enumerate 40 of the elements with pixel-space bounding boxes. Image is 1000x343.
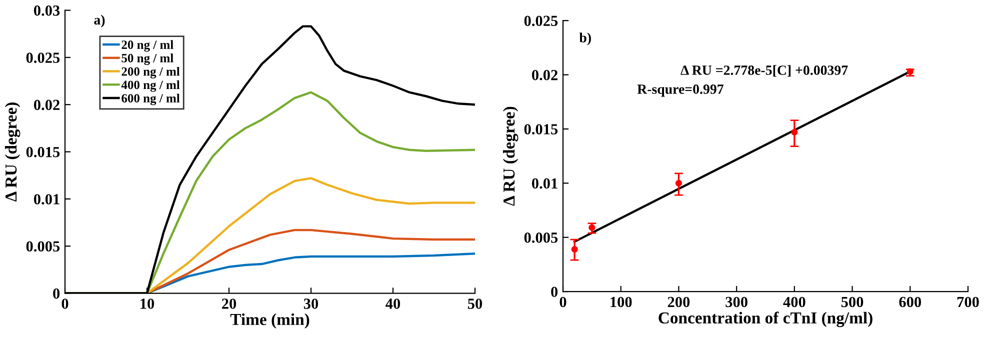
x-tick-label: 400 bbox=[783, 296, 806, 308]
y-tick-label: 0.015 bbox=[26, 146, 60, 158]
x-tick-label: 50 bbox=[468, 298, 482, 309]
y-tick-label: 0.025 bbox=[26, 52, 60, 63]
x-tick-label: 0 bbox=[62, 298, 68, 309]
y-tick-label: 0.005 bbox=[524, 232, 558, 243]
x-tick-label: 40 bbox=[386, 298, 400, 309]
x-tick-label: 600 bbox=[899, 296, 922, 308]
y-tick-label: 0.005 bbox=[26, 241, 60, 252]
x-tick-label: 500 bbox=[841, 296, 864, 308]
y-tick-label: 0 bbox=[551, 286, 558, 297]
x-tick-label: 200 bbox=[668, 296, 690, 308]
y-tick-label: 0.02 bbox=[34, 100, 60, 110]
x-axis-title: Time (min) bbox=[230, 313, 310, 328]
y-axis-title: Δ RU (degree) bbox=[4, 102, 20, 202]
y-tick-label: 0.02 bbox=[532, 70, 558, 80]
x-tick-label: 700 bbox=[957, 296, 979, 308]
x-tick-label: 0 bbox=[560, 296, 566, 308]
legend-label: 20 ng / ml bbox=[122, 40, 174, 52]
x-tick-label: 300 bbox=[726, 296, 748, 308]
x-tick-label: 30 bbox=[304, 298, 318, 309]
y-tick-label: 0.01 bbox=[532, 178, 558, 189]
annotation: b) bbox=[579, 32, 591, 46]
annotation: a) bbox=[94, 14, 105, 28]
x-tick-label: 10 bbox=[140, 298, 154, 309]
x-tick-label: 100 bbox=[610, 296, 632, 308]
legend-label: 400 ng / ml bbox=[121, 80, 180, 92]
legend-label: 50 ng / ml bbox=[122, 54, 174, 65]
legend-label: 200 ng / ml bbox=[122, 66, 180, 78]
y-tick-label: 0.015 bbox=[524, 124, 558, 134]
x-tick-label: 20 bbox=[222, 298, 236, 309]
legend-label: 600 ng / ml bbox=[122, 94, 180, 106]
y-tick-label: 0.025 bbox=[524, 16, 558, 26]
y-tick-label: 0 bbox=[53, 288, 60, 299]
y-axis-title: Δ RU (degree) bbox=[502, 106, 518, 206]
y-tick-label: 0.03 bbox=[34, 5, 60, 16]
y-tick-label: 0.01 bbox=[34, 194, 60, 204]
annotation: Δ RU =2.778e-5[C] +0.00397 bbox=[680, 65, 848, 77]
x-axis-title: Concentration of cTnI (ng/ml) bbox=[658, 312, 872, 328]
annotation: R-squre=0.997 bbox=[637, 84, 724, 97]
